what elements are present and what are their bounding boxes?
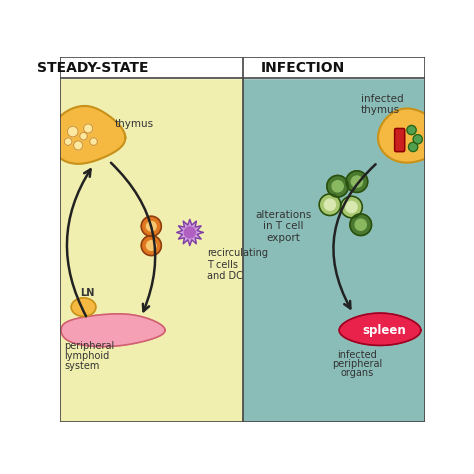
Circle shape [64, 138, 72, 146]
Text: lymphoid: lymphoid [64, 351, 109, 361]
Circle shape [341, 196, 362, 218]
FancyArrowPatch shape [67, 169, 91, 316]
Text: spleen: spleen [362, 324, 406, 337]
Text: peripheral: peripheral [332, 359, 382, 369]
Bar [61, 78, 243, 422]
Circle shape [141, 216, 161, 237]
Ellipse shape [71, 298, 96, 316]
Text: system: system [64, 361, 100, 371]
Text: organs: organs [340, 368, 374, 378]
Text: alterations: alterations [255, 210, 312, 220]
FancyBboxPatch shape [395, 128, 405, 152]
Circle shape [67, 126, 78, 137]
Circle shape [90, 138, 97, 146]
Text: and DC: and DC [207, 271, 243, 282]
Bar [243, 78, 425, 422]
Text: infected: infected [337, 350, 377, 360]
Circle shape [346, 171, 368, 192]
Polygon shape [61, 314, 165, 346]
Circle shape [332, 181, 343, 192]
Circle shape [327, 175, 348, 197]
Text: export: export [267, 233, 301, 243]
Polygon shape [52, 106, 125, 164]
Text: T cells: T cells [207, 260, 238, 270]
Circle shape [350, 214, 372, 236]
Polygon shape [177, 219, 203, 246]
Text: STEADY-STATE: STEADY-STATE [37, 61, 149, 75]
Circle shape [355, 219, 366, 230]
FancyArrowPatch shape [111, 163, 155, 311]
Circle shape [351, 176, 363, 187]
Circle shape [413, 135, 422, 144]
Text: thymus: thymus [114, 119, 154, 129]
Text: infected: infected [361, 94, 403, 104]
Text: peripheral: peripheral [64, 341, 115, 351]
Text: INFECTION: INFECTION [261, 61, 345, 75]
Circle shape [319, 194, 341, 216]
Polygon shape [339, 313, 421, 346]
Text: thymus: thymus [361, 105, 400, 115]
Polygon shape [378, 109, 443, 163]
Text: in T cell: in T cell [264, 221, 304, 231]
Circle shape [141, 236, 161, 255]
Circle shape [346, 201, 357, 213]
Circle shape [146, 241, 156, 250]
Circle shape [83, 124, 93, 133]
Circle shape [324, 199, 336, 210]
FancyArrowPatch shape [333, 164, 375, 309]
Circle shape [407, 126, 416, 135]
Circle shape [184, 227, 195, 238]
Circle shape [146, 221, 156, 231]
Circle shape [80, 132, 87, 140]
Text: LN: LN [80, 288, 95, 298]
Text: recirculating: recirculating [207, 248, 268, 258]
Circle shape [73, 141, 83, 150]
Bar [61, 57, 425, 78]
Circle shape [409, 142, 418, 152]
